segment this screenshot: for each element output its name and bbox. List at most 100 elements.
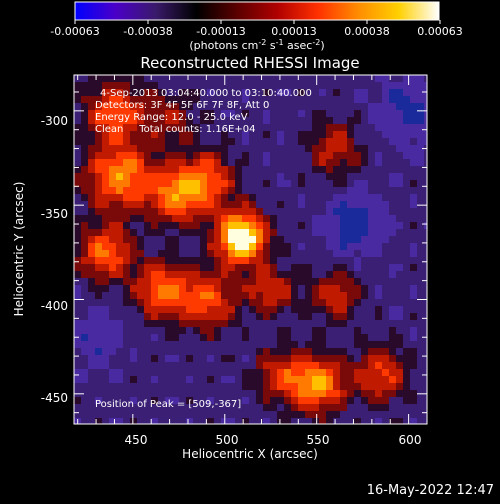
- heatmap-cell: [214, 243, 222, 251]
- heatmap-cell: [200, 383, 208, 391]
- heatmap-cell: [375, 306, 383, 314]
- heatmap-cell: [284, 285, 292, 293]
- heatmap-cell: [396, 327, 404, 335]
- heatmap-cell: [102, 250, 110, 258]
- heatmap-cell: [74, 89, 82, 97]
- heatmap-cell: [144, 250, 152, 258]
- heatmap-cell: [242, 173, 250, 181]
- heatmap-cell: [277, 376, 285, 384]
- heatmap-cell: [74, 404, 82, 412]
- heatmap-cell: [403, 418, 411, 424]
- heatmap-cell: [403, 390, 411, 398]
- heatmap-cell: [347, 131, 355, 139]
- heatmap-cell: [417, 103, 425, 111]
- heatmap-cell: [186, 103, 194, 111]
- heatmap-cell: [249, 355, 257, 363]
- heatmap-cell: [319, 327, 327, 335]
- heatmap-cell: [396, 180, 404, 188]
- heatmap-cell: [88, 355, 96, 363]
- heatmap-cell: [284, 173, 292, 181]
- colorbar-tick-labels: -0.00063 -0.00038 -0.00013 0.00013 0.000…: [50, 25, 462, 38]
- heatmap-cell: [242, 159, 250, 167]
- heatmap-cell: [333, 390, 341, 398]
- heatmap-cell: [207, 376, 215, 384]
- heatmap-cell: [361, 152, 369, 160]
- heatmap-cell: [340, 180, 348, 188]
- heatmap-cell: [172, 306, 180, 314]
- heatmap-cell: [270, 131, 278, 139]
- heatmap-cell: [298, 152, 306, 160]
- heatmap-cell: [263, 271, 271, 279]
- heatmap-cell: [116, 229, 124, 237]
- heatmap-cell: [333, 208, 341, 216]
- heatmap-cell: [284, 131, 292, 139]
- heatmap-cell: [249, 124, 257, 132]
- heatmap-cell: [193, 75, 201, 83]
- heatmap-cell: [263, 194, 271, 202]
- heatmap-cell: [88, 369, 96, 377]
- heatmap-cell: [375, 145, 383, 153]
- heatmap-cell: [382, 271, 390, 279]
- heatmap-cell: [410, 278, 418, 286]
- heatmap-cell: [116, 187, 124, 195]
- heatmap-cell: [116, 89, 124, 97]
- heatmap-cell: [333, 404, 341, 412]
- heatmap-cell: [263, 334, 271, 342]
- heatmap-cell: [256, 341, 264, 349]
- heatmap-cell: [123, 327, 131, 335]
- heatmap-cell: [326, 299, 334, 307]
- heatmap-cell: [130, 362, 138, 370]
- heatmap-cell: [298, 418, 306, 424]
- heatmap-cell: [235, 264, 243, 272]
- heatmap-cell: [354, 187, 362, 195]
- heatmap-cell: [291, 404, 299, 412]
- heatmap-cell: [130, 390, 138, 398]
- heatmap-cell: [235, 145, 243, 153]
- heatmap-cell: [410, 271, 418, 279]
- heatmap-cell: [354, 334, 362, 342]
- heatmap-cell: [235, 229, 243, 237]
- heatmap-cell: [172, 75, 180, 83]
- heatmap-cell: [214, 75, 222, 83]
- heatmap-cell: [340, 131, 348, 139]
- heatmap-cell: [228, 376, 236, 384]
- heatmap-cell: [396, 397, 404, 405]
- heatmap-cell: [326, 369, 334, 377]
- heatmap-cell: [81, 82, 89, 90]
- heatmap-cell: [130, 96, 138, 104]
- chart-title: Reconstructed RHESSI Image: [140, 54, 359, 72]
- heatmap-cell: [396, 264, 404, 272]
- heatmap-cell: [130, 278, 138, 286]
- heatmap-cell: [242, 236, 250, 244]
- heatmap-cell: [424, 229, 427, 237]
- heatmap-cell: [298, 103, 306, 111]
- heatmap-cell: [368, 131, 376, 139]
- heatmap-cell: [249, 89, 257, 97]
- heatmap-cell: [424, 138, 427, 146]
- heatmap-cell: [312, 257, 320, 265]
- heatmap-cell: [305, 257, 313, 265]
- heatmap-cell: [249, 285, 257, 293]
- heatmap-cell: [368, 124, 376, 132]
- heatmap-cell: [172, 194, 180, 202]
- heatmap-cell: [298, 159, 306, 167]
- heatmap-cell: [130, 257, 138, 265]
- heatmap-cell: [333, 152, 341, 160]
- heatmap-cell: [347, 376, 355, 384]
- heatmap-cell: [221, 89, 229, 97]
- heatmap-cell: [277, 187, 285, 195]
- heatmap-cell: [368, 96, 376, 104]
- heatmap-cell: [179, 138, 187, 146]
- heatmap-cell: [179, 145, 187, 153]
- heatmap-cell: [109, 285, 117, 293]
- heatmap-cell: [291, 222, 299, 230]
- heatmap-cell: [347, 222, 355, 230]
- heatmap-cell: [172, 271, 180, 279]
- heatmap-cell: [214, 180, 222, 188]
- heatmap-cell: [193, 96, 201, 104]
- heatmap-cell: [172, 180, 180, 188]
- heatmap-cell: [102, 369, 110, 377]
- heatmap-cell: [74, 194, 82, 202]
- heatmap-cell: [291, 411, 299, 419]
- heatmap-cell: [291, 383, 299, 391]
